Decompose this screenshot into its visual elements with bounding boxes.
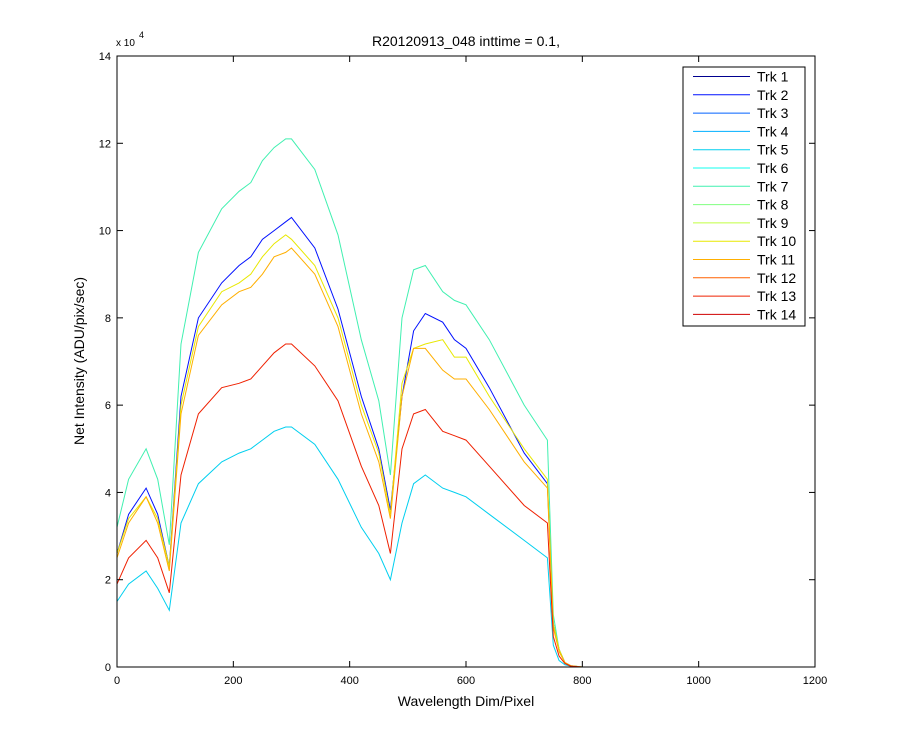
legend-label: Trk 2 [757,87,789,103]
series-line-10 [116,234,714,668]
legend-label: Trk 6 [757,160,789,176]
x-axis-label: Wavelength Dim/Pixel [398,693,534,709]
series-line-11 [116,247,714,668]
legend-label: Trk 14 [757,306,796,322]
x-tick-label: 200 [224,675,242,687]
plot-lines [116,138,714,668]
legend-label: Trk 3 [757,105,789,121]
x-tick-label: 1000 [686,675,710,687]
y-tick-label: 4 [105,487,111,499]
legend-box [682,66,806,327]
y-exponent-base: x 10 [116,38,135,49]
y-tick-label: 14 [99,51,111,63]
legend-label: Trk 11 [757,252,795,268]
tick-marks [116,55,816,668]
x-tick-label: 1200 [803,675,827,687]
legend-label: Trk 1 [757,69,789,85]
y-tick-label: 2 [105,575,111,587]
x-tick-label: 0 [114,675,120,687]
y-tick-label: 12 [99,138,111,150]
legend: Trk 1 Trk 2 Trk 3 Trk 4 Trk 5 Trk 6 Trk 7 Trk 8… [682,66,806,327]
y-tick-label: 10 [99,226,111,238]
legend-label: Trk 9 [757,215,789,231]
legend-label: Trk 10 [757,233,796,249]
legend-label: Trk 4 [757,123,789,139]
series-line-2 [116,216,714,668]
series-line-5 [116,426,714,668]
y-axis-label: Net Intensity (ADU/pix/sec) [71,277,87,445]
y-tick-label: 6 [105,400,111,412]
series-line-7 [116,138,714,668]
series-line-13 [116,343,714,668]
chart-title: R20120913_048 inttime = 0.1, [372,33,560,49]
legend-label: Trk 7 [757,178,789,194]
tick-labels: 0 200 400 600 800 1000 1200 0 2 4 6 8 10 12 14 [99,51,827,687]
legend-label: Trk 8 [757,197,789,213]
x-tick-label: 400 [340,675,358,687]
legend-label: Trk 13 [757,288,796,304]
legend-label: Trk 12 [757,270,796,286]
y-tick-label: 8 [105,313,111,325]
legend-label: Trk 5 [757,142,789,158]
x-tick-label: 600 [457,675,475,687]
x-tick-label: 800 [573,675,591,687]
y-exponent-power: 4 [139,30,144,40]
y-tick-label: 0 [105,662,111,674]
